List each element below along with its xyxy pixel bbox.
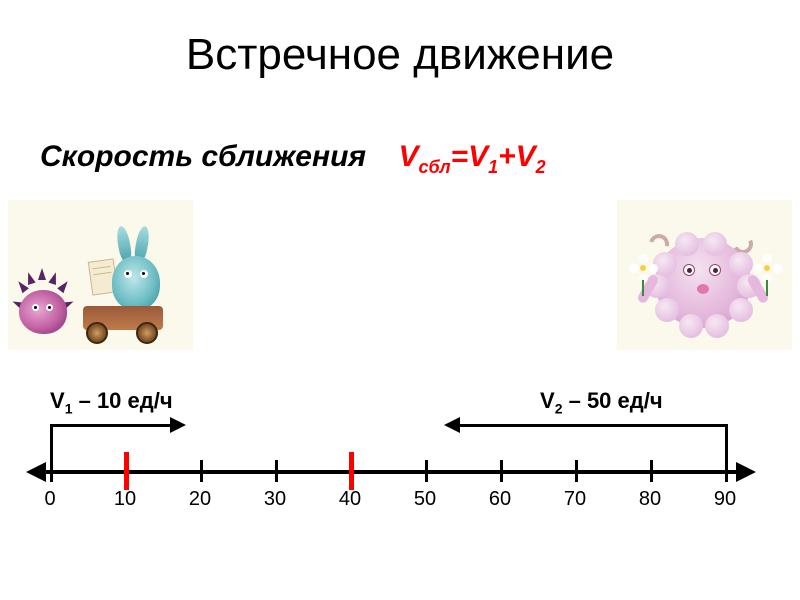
- red-position-mark: [349, 452, 354, 490]
- wool-icon: [703, 232, 727, 256]
- formula: Vсбл=V1+V2: [398, 140, 545, 173]
- wheel-icon: [86, 322, 108, 344]
- cart-character: [78, 214, 188, 344]
- axis-tick-label: 10: [114, 488, 136, 511]
- number-line-diagram: 0 10 20 30 40 50 60 70 80 90: [40, 410, 760, 540]
- wheel-icon: [136, 322, 158, 344]
- character-left-box: [8, 200, 193, 350]
- hedgehog-eye: [46, 304, 53, 311]
- hedgehog-body: [19, 290, 67, 334]
- rabbit-eye: [140, 270, 148, 278]
- axis-arrow-right-icon: [736, 462, 756, 482]
- rabbit-body: [112, 256, 160, 310]
- sheep-eye: [683, 264, 695, 276]
- red-position-mark: [124, 452, 129, 490]
- axis-line: [40, 470, 740, 474]
- wool-icon: [705, 314, 729, 338]
- axis-tick: [575, 460, 578, 482]
- sheep-character: [645, 218, 765, 338]
- wool-icon: [729, 298, 753, 322]
- subtitle-label: Скорость сближения: [40, 140, 366, 173]
- axis-tick-label: 60: [489, 488, 511, 511]
- axis-tick-label: 50: [414, 488, 436, 511]
- axis-tick-label: 30: [264, 488, 286, 511]
- formula-sub1: 1: [488, 157, 498, 177]
- mover-right-arrow-icon: [444, 417, 460, 433]
- mover-left-arrow-icon: [170, 417, 186, 433]
- mover-right-vertical: [725, 424, 728, 470]
- mover-left-vertical: [50, 424, 53, 470]
- formula-lhs: V: [398, 140, 418, 173]
- mover-right-bar: [460, 424, 725, 427]
- flower-icon: [629, 254, 657, 282]
- axis-tick: [275, 460, 278, 482]
- wool-icon: [679, 314, 703, 338]
- wool-icon: [675, 232, 699, 256]
- sheep-nose: [697, 284, 709, 294]
- wool-icon: [729, 252, 753, 276]
- axis-tick: [650, 460, 653, 482]
- axis-tick-label: 70: [564, 488, 586, 511]
- subtitle-row: Скорость сближения Vсбл=V1+V2: [40, 140, 546, 178]
- axis-tick: [425, 460, 428, 482]
- mover-left-bar: [50, 424, 170, 427]
- formula-eq: =V: [451, 140, 489, 173]
- hedgehog-character: [14, 270, 74, 338]
- axis-tick-label: 20: [189, 488, 211, 511]
- rabbit-eye: [124, 270, 132, 278]
- sheep-eye: [709, 264, 721, 276]
- axis-tick: [500, 460, 503, 482]
- formula-plus: +V: [498, 140, 536, 173]
- flower-icon: [753, 254, 781, 282]
- axis-tick-label: 90: [714, 488, 736, 511]
- page-title: Встречное движение: [0, 30, 800, 80]
- character-right-box: [617, 200, 792, 350]
- wool-icon: [655, 298, 679, 322]
- formula-lhs-sub: сбл: [418, 157, 450, 177]
- axis-tick-label: 0: [44, 488, 55, 511]
- hedgehog-eye: [32, 304, 39, 311]
- axis-tick-label: 40: [339, 488, 361, 511]
- axis-tick-label: 80: [639, 488, 661, 511]
- axis-tick: [200, 460, 203, 482]
- formula-sub2: 2: [536, 157, 546, 177]
